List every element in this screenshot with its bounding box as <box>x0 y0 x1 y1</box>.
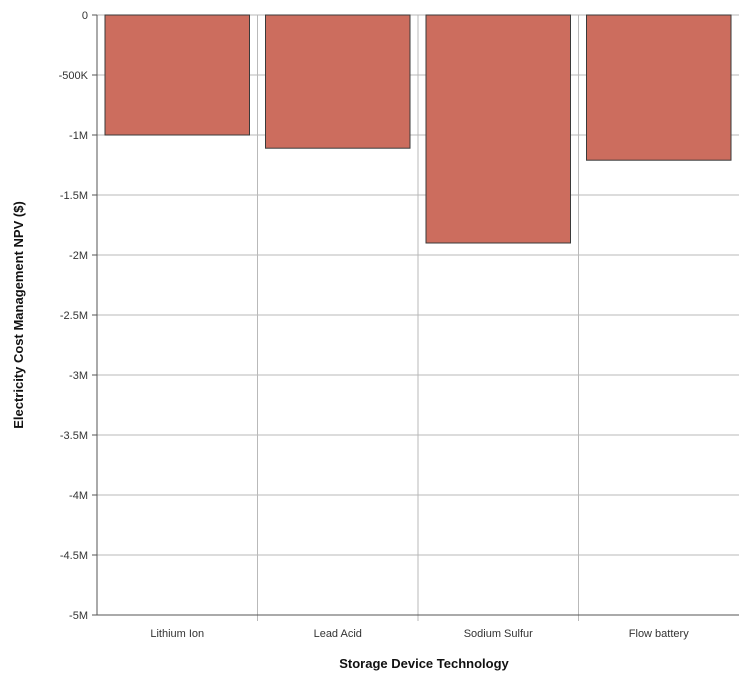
y-axis-title: Electricity Cost Management NPV ($) <box>11 201 26 429</box>
axes <box>92 14 739 616</box>
bar-flow-battery <box>586 14 732 161</box>
y-tick-label: -4.5M <box>60 550 88 562</box>
y-tick-label: 0 <box>82 10 88 22</box>
y-tick-labels: 0 -500K -1M -1.5M -2M -2.5M -3M -3.5M -4M -4.5M -5… <box>59 10 89 622</box>
bar-lead-acid <box>265 14 411 149</box>
y-tick-label: -2.5M <box>60 310 88 322</box>
y-tick-label: -3.5M <box>60 430 88 442</box>
x-tick-label: Lithium Ion <box>150 628 204 640</box>
y-tick-label: -2M <box>69 250 88 262</box>
bar-series <box>104 14 732 244</box>
y-tick-label: -3M <box>69 370 88 382</box>
bar-lithium-ion <box>104 14 250 136</box>
y-tick-label: -1M <box>69 130 88 142</box>
x-tick-label: Sodium Sulfur <box>464 628 533 640</box>
x-tick-labels: Lithium Ion Lead Acid Sodium Sulfur Flow ba… <box>150 628 689 640</box>
y-tick-label: -5M <box>69 610 88 622</box>
y-tick-label: -1.5M <box>60 190 88 202</box>
x-tick-label: Lead Acid <box>314 628 362 640</box>
y-tick-label: -500K <box>59 70 89 82</box>
y-tick-label: -4M <box>69 490 88 502</box>
x-tick-label: Flow battery <box>629 628 689 640</box>
x-axis-title: Storage Device Technology <box>339 656 509 671</box>
bar-sodium-sulfur <box>425 14 571 244</box>
